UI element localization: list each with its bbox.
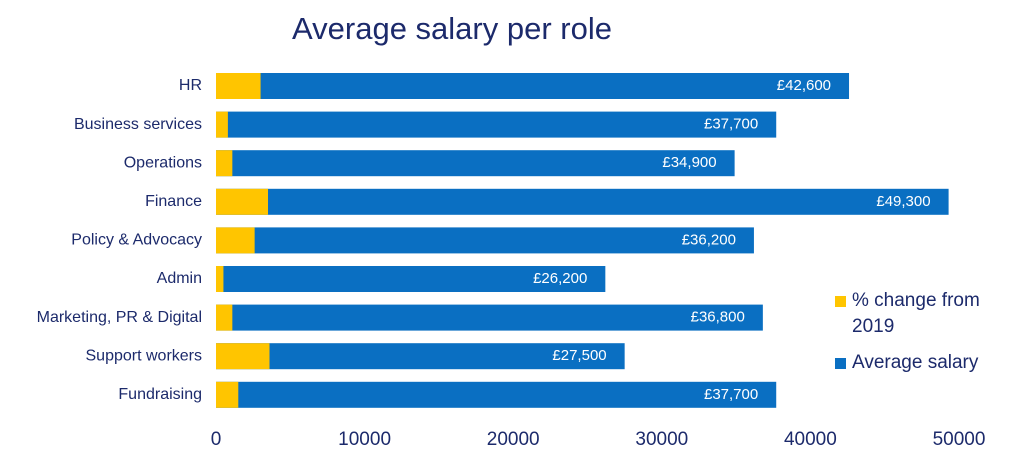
bar bbox=[216, 188, 269, 215]
legend-swatch bbox=[835, 358, 846, 369]
chart-title: Average salary per role bbox=[292, 11, 612, 46]
bar bbox=[216, 266, 606, 292]
legend-item: % change from 2019 bbox=[835, 288, 1010, 340]
y-tick-label: Finance bbox=[145, 193, 202, 210]
bar bbox=[216, 227, 255, 254]
bar bbox=[216, 343, 270, 370]
bar bbox=[216, 266, 224, 292]
data-label: £27,500 bbox=[552, 347, 606, 364]
y-tick-label: Policy & Advocacy bbox=[71, 232, 202, 249]
bar bbox=[216, 188, 949, 215]
bar bbox=[216, 304, 233, 331]
x-tick-label: 50000 bbox=[933, 429, 986, 450]
x-tick-label: 40000 bbox=[784, 429, 837, 450]
data-label: £37,700 bbox=[704, 386, 758, 403]
bar bbox=[216, 227, 754, 254]
legend-label: % change from 2019 bbox=[852, 290, 980, 337]
data-label: £37,700 bbox=[704, 116, 758, 133]
y-tick-label: Operations bbox=[124, 154, 202, 171]
bar bbox=[216, 343, 625, 370]
data-label: £36,200 bbox=[682, 231, 736, 248]
data-label: £36,800 bbox=[691, 309, 745, 326]
data-label: £42,600 bbox=[777, 77, 831, 94]
x-tick-label: 30000 bbox=[635, 429, 688, 450]
bar bbox=[216, 111, 228, 138]
data-label: £26,200 bbox=[533, 270, 587, 287]
legend-swatch bbox=[835, 296, 846, 307]
legend-item: Average salary bbox=[835, 350, 1010, 376]
x-tick-label: 20000 bbox=[487, 429, 540, 450]
data-label: £34,900 bbox=[662, 154, 716, 171]
bar bbox=[216, 111, 777, 138]
bar bbox=[216, 150, 233, 177]
y-tick-label: HR bbox=[179, 77, 202, 94]
y-tick-label: Marketing, PR & Digital bbox=[37, 309, 202, 326]
legend-label: Average salary bbox=[852, 352, 979, 373]
y-tick-label: Admin bbox=[157, 270, 202, 287]
bar bbox=[216, 381, 239, 408]
bar bbox=[216, 304, 763, 331]
y-tick-label: Support workers bbox=[86, 347, 203, 364]
data-label: £49,300 bbox=[876, 193, 930, 210]
x-tick-label: 0 bbox=[211, 429, 222, 450]
bar bbox=[216, 381, 777, 408]
x-tick-label: 10000 bbox=[338, 429, 391, 450]
bar bbox=[216, 73, 850, 99]
y-tick-label: Business services bbox=[74, 116, 202, 133]
y-tick-label: Fundraising bbox=[118, 386, 202, 403]
bar bbox=[216, 150, 735, 177]
bar bbox=[216, 73, 261, 99]
